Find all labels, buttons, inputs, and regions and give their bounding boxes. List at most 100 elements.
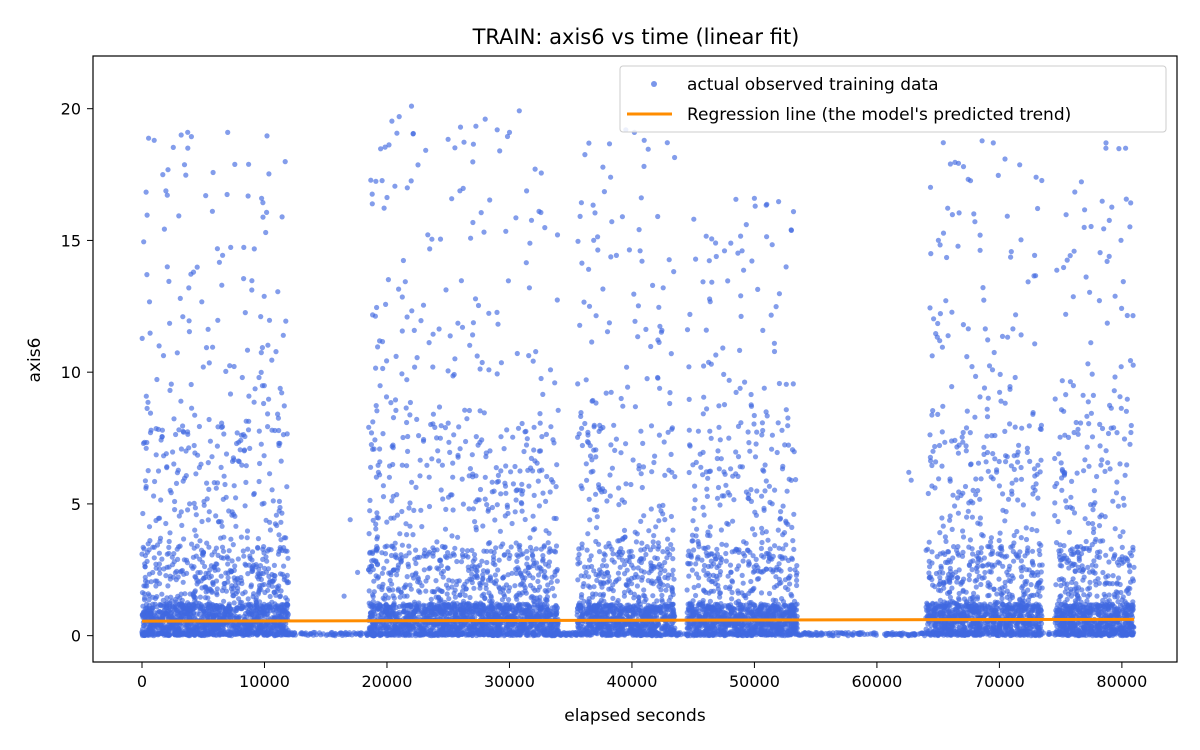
data-point xyxy=(380,494,387,500)
data-point xyxy=(177,601,183,607)
data-point xyxy=(438,563,444,569)
data-point xyxy=(430,411,436,417)
data-point xyxy=(651,459,657,466)
data-point xyxy=(191,593,197,600)
data-point xyxy=(245,596,251,602)
data-point xyxy=(465,554,471,560)
data-point xyxy=(303,630,309,636)
data-point xyxy=(259,383,265,389)
data-point xyxy=(225,561,231,567)
data-point xyxy=(213,603,219,609)
data-point xyxy=(530,631,536,637)
data-point xyxy=(641,513,647,519)
data-point xyxy=(196,423,202,430)
data-point xyxy=(438,487,444,493)
data-point xyxy=(507,552,513,559)
data-point xyxy=(457,188,463,194)
data-point xyxy=(366,531,372,537)
data-point xyxy=(442,544,448,550)
data-point xyxy=(439,462,445,468)
data-point xyxy=(183,172,189,178)
data-point xyxy=(171,416,177,422)
data-point xyxy=(481,548,487,554)
data-point xyxy=(620,403,626,409)
data-point xyxy=(413,560,419,567)
data-point xyxy=(577,560,583,566)
data-point xyxy=(146,524,153,530)
data-point xyxy=(454,578,460,584)
data-point xyxy=(276,532,282,538)
data-point xyxy=(486,310,492,316)
data-point xyxy=(245,193,251,199)
data-point xyxy=(536,468,543,474)
data-point xyxy=(279,608,285,614)
data-point xyxy=(613,252,620,258)
data-point xyxy=(236,596,242,602)
data-point xyxy=(256,428,262,434)
data-point xyxy=(219,523,225,529)
data-point xyxy=(530,585,536,591)
data-point xyxy=(233,523,239,529)
data-point xyxy=(397,556,403,562)
data-point xyxy=(276,442,282,449)
data-point xyxy=(544,594,551,600)
data-point xyxy=(595,247,601,253)
data-point xyxy=(226,548,232,554)
data-point xyxy=(613,436,620,442)
data-point xyxy=(505,278,511,284)
data-point xyxy=(524,436,530,442)
data-point xyxy=(527,626,533,633)
data-point xyxy=(486,367,492,373)
data-point xyxy=(277,594,283,600)
data-point xyxy=(911,631,917,637)
data-point xyxy=(501,446,507,452)
data-point xyxy=(419,524,425,530)
data-point xyxy=(609,219,615,225)
data-point xyxy=(214,586,220,592)
data-point xyxy=(374,510,380,516)
data-point xyxy=(171,622,177,628)
data-point xyxy=(154,542,161,548)
data-point xyxy=(513,632,520,638)
data-point xyxy=(210,344,216,350)
data-point xyxy=(457,446,463,452)
data-point xyxy=(433,605,439,611)
data-point xyxy=(231,593,237,599)
data-point xyxy=(650,282,656,288)
data-point xyxy=(176,427,182,433)
data-point xyxy=(589,339,595,345)
data-point xyxy=(500,608,506,614)
data-point xyxy=(388,515,394,521)
data-point xyxy=(275,411,281,417)
data-point xyxy=(527,612,534,619)
data-point xyxy=(388,552,395,559)
data-point xyxy=(277,385,283,391)
data-point xyxy=(257,460,263,467)
data-point xyxy=(185,625,191,631)
data-point xyxy=(481,410,487,416)
data-point xyxy=(437,236,444,242)
data-point xyxy=(436,404,443,410)
data-point xyxy=(447,610,453,616)
data-point xyxy=(269,487,275,493)
data-point xyxy=(192,505,198,511)
data-point xyxy=(575,381,581,387)
data-point xyxy=(367,569,373,575)
data-point xyxy=(404,377,410,383)
data-point xyxy=(500,541,506,547)
data-point xyxy=(551,515,557,521)
data-point xyxy=(452,356,458,362)
data-point xyxy=(460,609,466,615)
data-point xyxy=(378,146,384,152)
data-point xyxy=(285,555,291,561)
data-point xyxy=(161,602,167,608)
data-point xyxy=(260,214,266,220)
data-point xyxy=(192,630,198,636)
data-point xyxy=(270,498,276,504)
data-point xyxy=(452,545,458,551)
data-point xyxy=(540,490,546,496)
data-point xyxy=(243,463,249,469)
data-point xyxy=(197,569,203,576)
data-point xyxy=(163,573,169,579)
data-point xyxy=(267,593,273,600)
